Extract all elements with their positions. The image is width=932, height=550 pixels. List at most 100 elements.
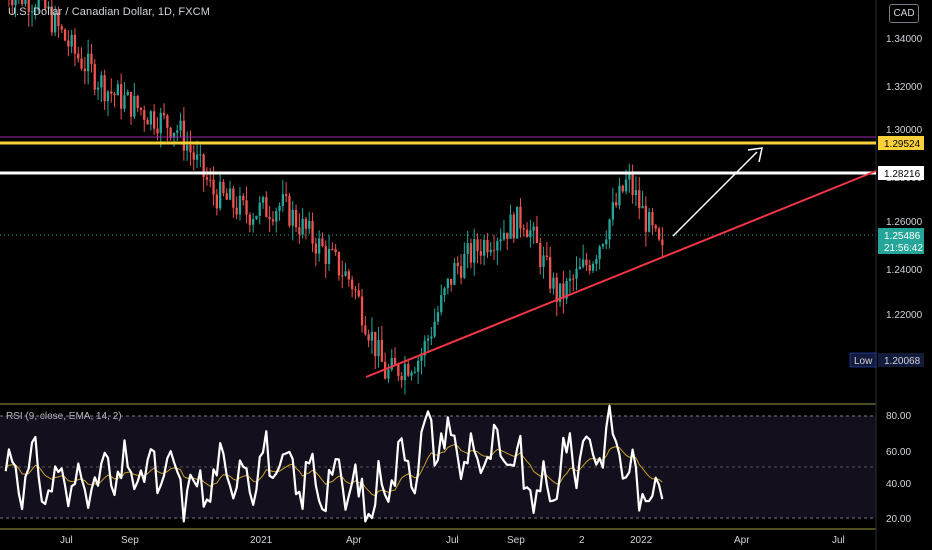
candle-body: [624, 179, 628, 192]
candle-body: [565, 280, 568, 299]
candle-body: [380, 339, 384, 362]
candle-body: [601, 244, 605, 247]
candle-body: [641, 206, 644, 209]
candle-body: [291, 209, 294, 226]
candle-body: [581, 259, 585, 267]
candle-body: [469, 243, 473, 263]
candle-body: [423, 340, 426, 356]
time-axis[interactable]: Jul Sep 2021 Apr Jul Sep 2 2022 Apr Jul: [60, 535, 845, 546]
candle-body: [301, 218, 304, 235]
candle-body: [509, 214, 512, 239]
candle-body: [136, 95, 139, 109]
candle-body: [20, 0, 24, 5]
price-label: 1.22000: [886, 310, 923, 321]
candle-body: [614, 202, 618, 206]
candle-body: [176, 130, 179, 133]
candle-body: [492, 249, 496, 251]
candle-body: [575, 268, 578, 279]
candle-body: [212, 179, 215, 195]
candle-body: [189, 145, 192, 153]
candle-body: [110, 91, 113, 94]
candle-body: [57, 12, 60, 27]
candle-body: [532, 226, 535, 231]
candle-body: [502, 232, 506, 240]
candle-body: [496, 241, 499, 251]
candle-body: [525, 229, 529, 238]
candle-body: [202, 154, 205, 178]
candle-body: [403, 363, 407, 381]
rsi-line: [4, 404, 664, 523]
candle-body: [24, 0, 27, 5]
candle-body: [182, 120, 186, 151]
candle-body: [235, 207, 238, 215]
candle-body: [67, 40, 70, 47]
candle-body: [459, 266, 463, 278]
candle-body: [337, 252, 341, 276]
candle-body: [311, 220, 314, 244]
rsi-indicator-label[interactable]: RSI (9, close, EMA, 14, 2): [6, 411, 122, 422]
time-label: Sep: [121, 535, 139, 546]
candle-body: [60, 26, 63, 30]
candle-body: [631, 174, 634, 195]
candle-body: [93, 64, 96, 90]
candle-body: [638, 190, 641, 209]
candle-body: [370, 331, 374, 341]
candle-body: [129, 91, 133, 117]
candle-body: [242, 195, 245, 201]
candle-body: [321, 238, 324, 247]
candle-body: [476, 239, 479, 252]
low-value: 1.20068: [884, 356, 921, 367]
rsi-axis-label: 80.00: [886, 411, 911, 422]
candle-body: [410, 372, 413, 376]
candle-countdown: 21:56:42: [884, 243, 923, 254]
candle-body: [255, 215, 258, 220]
candle-body: [651, 212, 654, 226]
candle-body: [123, 95, 126, 109]
candle-body: [11, 0, 14, 6]
candle-body: [156, 128, 159, 134]
candle-body: [317, 238, 321, 254]
candle-body: [199, 154, 202, 156]
rsi-ema-line: [5, 443, 663, 497]
candle-body: [73, 34, 77, 54]
candle-body: [261, 197, 265, 203]
candle-body: [30, 11, 34, 13]
candle-body: [529, 230, 532, 238]
candle-body: [436, 312, 440, 322]
candle-body: [344, 271, 347, 276]
candle-body: [34, 10, 37, 12]
candle-body: [113, 93, 116, 96]
candle-body: [218, 181, 222, 209]
currency-button[interactable]: CAD: [889, 4, 919, 23]
candle-body: [449, 278, 453, 285]
time-label: 2022: [630, 535, 653, 546]
candle-body: [647, 212, 651, 232]
low-value-tag: [878, 353, 924, 367]
candle-body: [146, 119, 149, 125]
rsi-axis[interactable]: 80.00 60.00 40.00 20.00: [886, 411, 911, 525]
candle-body: [139, 108, 143, 111]
candle-body: [251, 219, 255, 225]
candle-body: [27, 0, 30, 13]
candle-body: [159, 112, 162, 134]
candle-body: [420, 355, 423, 361]
symbol-title[interactable]: U.S. Dollar / Canadian Dollar, 1D, FXCM: [8, 6, 210, 18]
projection-arrow-line[interactable]: [672, 151, 758, 237]
candle-body: [96, 87, 100, 90]
support-trendline[interactable]: [365, 170, 877, 378]
candle-body: [605, 239, 608, 245]
candle-body: [77, 53, 80, 59]
yellow-level-tag: [878, 136, 924, 150]
candle-body: [90, 53, 93, 65]
candle-body: [179, 120, 182, 131]
candle-body: [453, 262, 456, 285]
candle-body: [654, 225, 657, 229]
candle-body: [70, 34, 73, 47]
candle-body: [628, 174, 631, 180]
candle-body: [486, 240, 489, 253]
candle-body: [50, 6, 54, 33]
candle-body: [103, 75, 106, 102]
candle-body: [552, 277, 555, 289]
candle-body: [275, 211, 278, 222]
